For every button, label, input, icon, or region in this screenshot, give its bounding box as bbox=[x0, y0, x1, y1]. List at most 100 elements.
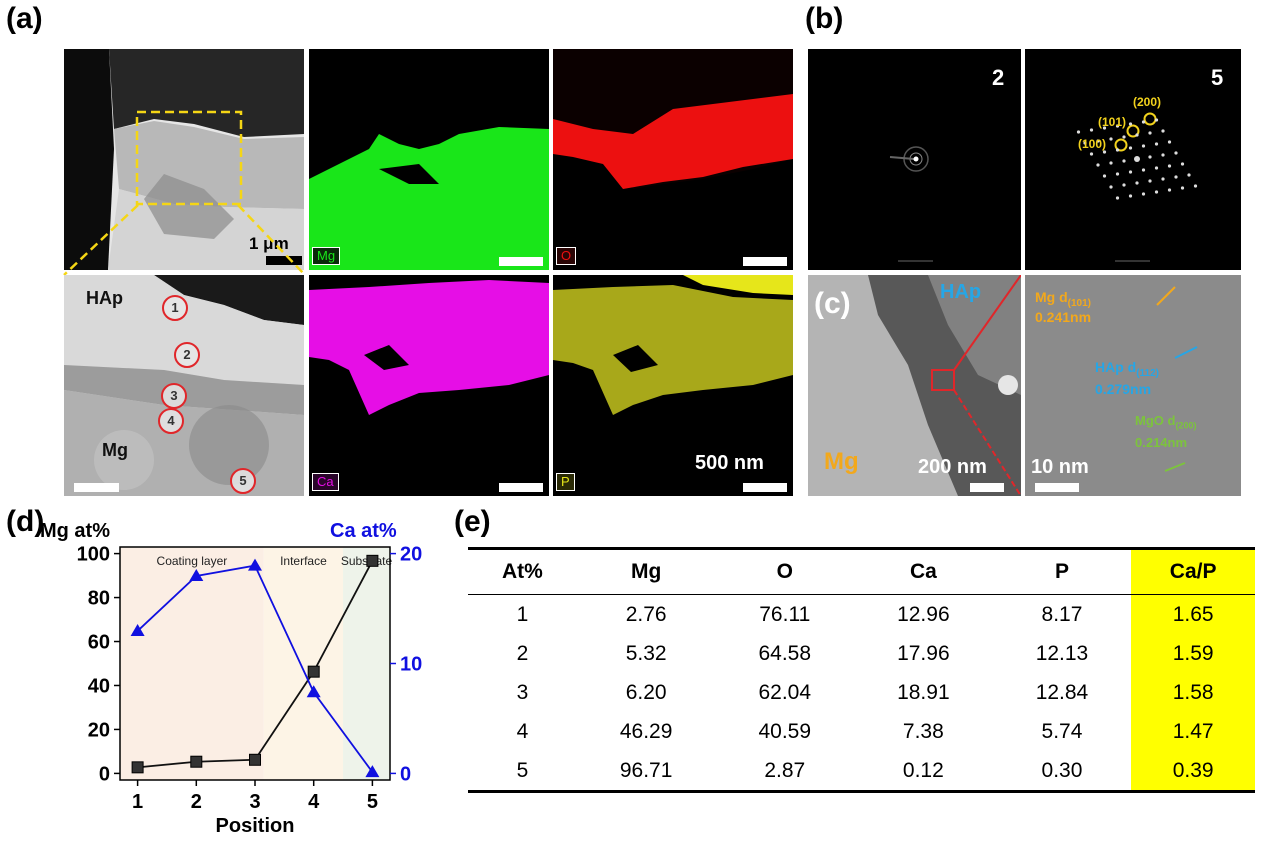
tem-zoom-image: HAp Mg 1 2 3 4 5 bbox=[64, 275, 304, 496]
diffraction-spot bbox=[1180, 186, 1185, 190]
hrtem-low-mag: (c) HAp Mg 200 nm bbox=[808, 275, 1021, 496]
eds-map-ca-drawing bbox=[309, 280, 549, 415]
mgo-d-value: 0.214nm bbox=[1135, 435, 1188, 450]
cell: 2 bbox=[516, 641, 529, 665]
hrtem-high-mag-drawing bbox=[1025, 275, 1241, 496]
diffraction-spot bbox=[1174, 151, 1178, 155]
diffraction-spot bbox=[1135, 133, 1139, 137]
left-axis-tick-label: 0 bbox=[99, 763, 110, 785]
left-axis-tick-label: 20 bbox=[88, 719, 110, 741]
table-row: 2 5.32 64.58 17.96 12.13 1.59 bbox=[468, 634, 1255, 673]
diffraction-spot bbox=[1180, 162, 1185, 166]
element-tag-o: O bbox=[556, 247, 577, 265]
scale-bar-10nm bbox=[1035, 483, 1079, 492]
diffraction-spot bbox=[1122, 135, 1126, 139]
diffraction-spot bbox=[1154, 118, 1159, 122]
diffraction-spot bbox=[1089, 152, 1094, 156]
diffraction-spot bbox=[1154, 142, 1159, 146]
header-p: P bbox=[992, 547, 1132, 595]
diffraction-spot bbox=[1115, 196, 1120, 200]
header-mg: Mg bbox=[576, 547, 716, 595]
left-axis-tick-label: 80 bbox=[88, 588, 110, 610]
region-band bbox=[263, 547, 344, 780]
cell-ca-p: 0.39 bbox=[1131, 751, 1255, 793]
data-point-ca bbox=[306, 685, 321, 698]
eds-map-o: O bbox=[553, 49, 793, 270]
diffraction-spot bbox=[1174, 175, 1178, 179]
data-point-ca bbox=[189, 569, 204, 582]
cell: 17.96 bbox=[897, 641, 950, 665]
panel-label-c: (c) bbox=[814, 287, 851, 320]
left-axis-tick-label: 40 bbox=[88, 675, 110, 697]
data-point-ca bbox=[365, 765, 380, 778]
mg-d-spacing: Mg d(101) bbox=[1035, 289, 1091, 309]
diffraction-spot bbox=[1109, 185, 1113, 189]
cell: 8.17 bbox=[1041, 602, 1083, 626]
tem-overview-image: 1 μm bbox=[64, 49, 304, 270]
composition-table: At% Mg O Ca P Ca/P 1 2.76 76.11 12.96 8.… bbox=[468, 547, 1255, 793]
cell: 7.38 bbox=[902, 719, 944, 743]
cell-ca-p: 1.47 bbox=[1131, 712, 1255, 751]
region-label: Interface bbox=[280, 554, 327, 568]
diffraction-spot bbox=[1096, 163, 1100, 167]
saed-label-5: 5 bbox=[1211, 65, 1224, 90]
x-axis-tick-label: 4 bbox=[308, 791, 320, 813]
diffraction-spot bbox=[1076, 130, 1081, 134]
cell: 12.13 bbox=[1035, 641, 1089, 665]
saed-label-2: 2 bbox=[992, 65, 1005, 90]
position-marker-5: 5 bbox=[230, 468, 256, 494]
diffraction-spot bbox=[1083, 141, 1087, 145]
table-row: 5 96.71 2.87 0.12 0.30 0.39 bbox=[468, 751, 1255, 793]
diffraction-spot bbox=[1141, 144, 1146, 148]
eds-map-p: P 500 nm bbox=[553, 275, 793, 496]
diffraction-spot bbox=[1161, 129, 1165, 133]
diffraction-spot bbox=[1193, 184, 1198, 188]
panel-label-d: (d) bbox=[6, 505, 45, 538]
hrtem-high-mag: Mg d(101) 0.241nm HAp d(112) 0.279nm MgO… bbox=[1025, 275, 1241, 496]
diffraction-spot bbox=[1141, 168, 1146, 172]
mg-d-sub: (101) bbox=[1067, 297, 1092, 309]
scale-label-200nm: 200 nm bbox=[918, 456, 987, 478]
tem-overview-drawing bbox=[64, 49, 304, 270]
right-axis-tick-label: 20 bbox=[400, 544, 422, 566]
eds-map-mg-drawing bbox=[309, 127, 549, 270]
cell: 64.58 bbox=[758, 641, 812, 665]
table-row: 3 6.20 62.04 18.91 12.84 1.58 bbox=[468, 673, 1255, 712]
scale-label-500nm: 500 nm bbox=[695, 452, 764, 474]
data-point-mg bbox=[131, 761, 144, 774]
cell: 62.04 bbox=[758, 680, 812, 704]
scale-label-10nm: 10 nm bbox=[1031, 456, 1089, 478]
x-axis-title: Position bbox=[216, 815, 295, 835]
diffraction-spot bbox=[1154, 190, 1159, 194]
cell: 46.29 bbox=[619, 719, 673, 743]
panel-label-b: (b) bbox=[805, 2, 844, 35]
eds-map-o-drawing bbox=[553, 49, 793, 189]
saed-pattern-2-drawing bbox=[889, 146, 933, 262]
hap-d-label: HAp d bbox=[1095, 359, 1137, 375]
diffraction-spot bbox=[1128, 146, 1133, 150]
x-axis-tick-label: 5 bbox=[367, 791, 378, 813]
saed-pattern-5: 5 (200) (101) (100) bbox=[1025, 49, 1241, 270]
cell-ca-p: 1.65 bbox=[1131, 594, 1255, 634]
element-tag-ca: Ca bbox=[312, 473, 339, 491]
hap-d-sub: (112) bbox=[1136, 367, 1160, 379]
index-101: (101) bbox=[1098, 115, 1127, 129]
diffraction-spot bbox=[1128, 194, 1133, 198]
diffraction-spot bbox=[1134, 156, 1140, 162]
cell: 12.96 bbox=[897, 602, 950, 626]
panel-label-a: (a) bbox=[6, 2, 43, 35]
cell-ca-p: 1.59 bbox=[1131, 634, 1255, 673]
position-marker-4: 4 bbox=[158, 408, 184, 434]
data-point-mg bbox=[366, 554, 379, 567]
diffraction-spot bbox=[1128, 170, 1133, 174]
scale-bar-200nm bbox=[970, 483, 1004, 492]
cell: 2.76 bbox=[625, 602, 667, 626]
diffraction-spot bbox=[1167, 140, 1172, 144]
mgo-d-label: MgO d bbox=[1135, 413, 1176, 428]
right-axis-tick-label: 0 bbox=[400, 763, 411, 785]
scale-bar-1um bbox=[266, 256, 302, 265]
diffraction-spot bbox=[1187, 173, 1191, 177]
eds-map-ca: Ca bbox=[309, 275, 549, 496]
left-axis-tick-label: 100 bbox=[77, 544, 110, 566]
mgo-d-spacing: MgO d(200) bbox=[1135, 413, 1196, 431]
